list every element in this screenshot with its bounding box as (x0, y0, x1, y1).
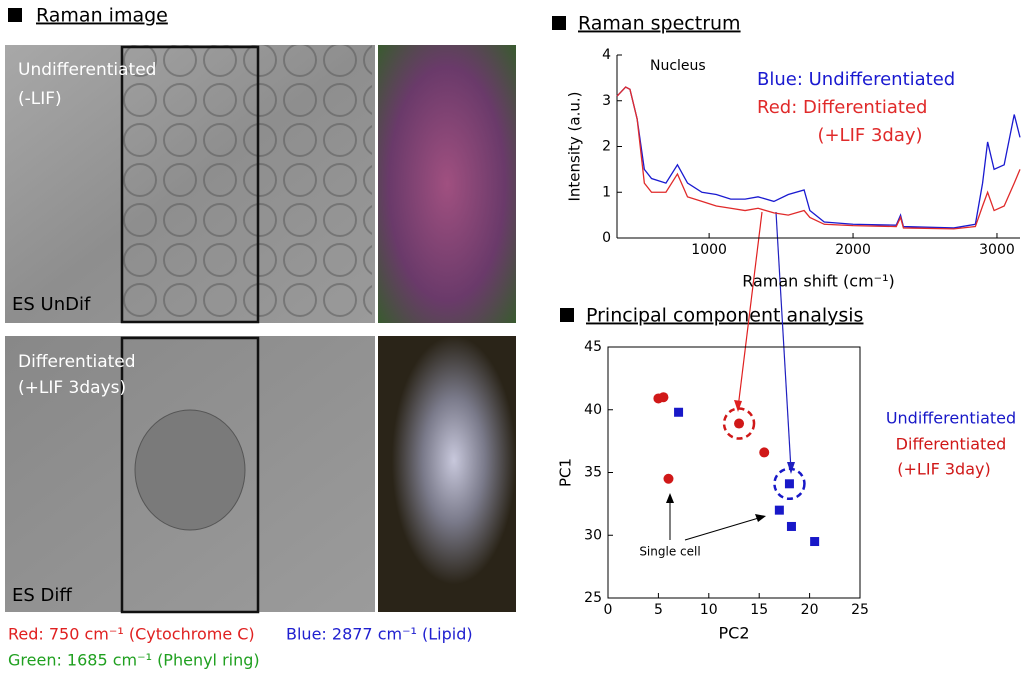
arrow (685, 517, 762, 540)
y-axis-label: PC1 (557, 458, 575, 487)
x-tick-label: 3000 (979, 242, 1015, 258)
raman-image (378, 45, 516, 323)
image-caption: ES Diff (12, 585, 72, 606)
plot-frame (608, 347, 860, 598)
image-label: (+LIF 3days) (18, 378, 126, 398)
raman-image (378, 336, 516, 612)
x-tick-label: 25 (851, 602, 869, 618)
x-axis-label: Raman shift (cm⁻¹) (742, 272, 895, 291)
point (734, 419, 744, 429)
x-tick-label: 2000 (835, 242, 871, 258)
x-tick-label: 0 (604, 602, 613, 618)
channel-legend: Green: 1685 cm⁻¹ (Phenyl ring) (8, 651, 260, 670)
y-tick-label: 4 (602, 47, 611, 63)
point (785, 479, 794, 488)
y-tick-label: 2 (602, 139, 611, 155)
arrow-head (666, 493, 674, 503)
section-title: Raman spectrum (578, 13, 741, 35)
x-axis-label: PC2 (719, 624, 750, 643)
channel-legend: Red: 750 cm⁻¹ (Cytochrome C) (8, 625, 255, 644)
x-tick-label: 10 (700, 602, 718, 618)
bullet (552, 16, 566, 30)
y-tick-label: 30 (584, 527, 602, 543)
annotation: Single cell (639, 545, 700, 559)
image-label: Differentiated (18, 352, 136, 372)
point (775, 506, 784, 515)
bullet (560, 308, 574, 322)
y-tick-label: 35 (584, 465, 602, 481)
arrow (776, 212, 791, 470)
cell (135, 410, 245, 530)
point (759, 447, 769, 457)
figure: Raman image Undifferentiated (-LIF) ES U… (0, 0, 1028, 674)
point (810, 537, 819, 546)
point (663, 474, 673, 484)
x-tick-label: 1000 (691, 242, 727, 258)
image-label: Undifferentiated (18, 60, 156, 80)
legend-text: (+LIF 3day) (817, 125, 922, 146)
arrow-head (755, 514, 766, 522)
section-title: Principal component analysis (586, 305, 863, 327)
y-axis-label: Intensity (a.u.) (566, 92, 584, 202)
section-title: Raman image (36, 5, 168, 27)
y-tick-label: 40 (584, 402, 602, 418)
x-tick-label: 20 (801, 602, 819, 618)
image-caption: ES UnDif (12, 294, 91, 315)
y-tick-label: 3 (602, 93, 611, 109)
y-tick-label: 45 (584, 339, 602, 355)
y-tick-label: 25 (584, 590, 602, 606)
y-tick-label: 0 (602, 230, 611, 246)
x-tick-label: 15 (750, 602, 768, 618)
point (787, 522, 796, 531)
legend-text: Red: Differentiated (757, 97, 927, 118)
cell-texture (122, 45, 372, 323)
legend-text: Blue: Undifferentiated (757, 69, 955, 90)
legend-text: Undifferentiated (886, 409, 1016, 428)
annotation: Nucleus (650, 58, 706, 74)
y-tick-label: 1 (602, 184, 611, 200)
channel-legend: Blue: 2877 cm⁻¹ (Lipid) (286, 625, 473, 644)
legend-text: Differentiated (896, 435, 1007, 454)
legend-text: (+LIF 3day) (897, 460, 990, 479)
point (674, 408, 683, 417)
bullet (8, 8, 22, 22)
image-label: (-LIF) (18, 89, 62, 109)
point (658, 392, 668, 402)
x-tick-label: 5 (654, 602, 663, 618)
